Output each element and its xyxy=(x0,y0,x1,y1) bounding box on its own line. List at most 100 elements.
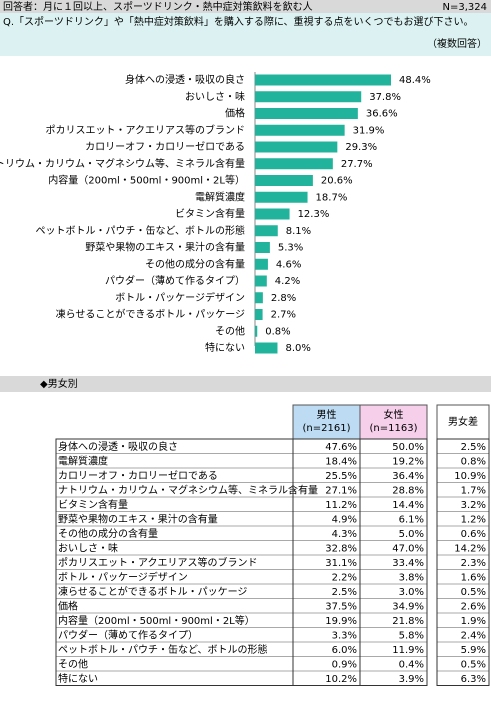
cell-value: 10.9% xyxy=(454,471,486,482)
value-label: 8.0% xyxy=(285,343,310,354)
cell-value: 1.2% xyxy=(461,514,486,525)
header-cell xyxy=(359,404,428,440)
cell-value: 33.4% xyxy=(392,558,424,569)
value-label: 2.8% xyxy=(271,293,296,304)
value-label: 18.7% xyxy=(316,192,348,203)
cell-value: 28.8% xyxy=(392,485,424,496)
cell-value: 14.2% xyxy=(454,543,486,554)
bar xyxy=(255,342,278,354)
bar xyxy=(255,108,358,119)
cell-value: 0.9% xyxy=(332,659,357,670)
header-name: 男性 xyxy=(317,408,337,421)
respondents: 回答者：月に１回以上、スポーツドリンク・熱中症対策飲料を飲む人 xyxy=(3,0,313,13)
cell-value: 1.9% xyxy=(461,616,486,627)
cell-value: 10.2% xyxy=(325,674,357,685)
category-label: ペットボトル・パウチ・缶など、ボトルの形態 xyxy=(36,224,246,237)
bar xyxy=(255,225,278,237)
category-label: ポカリスエット・アクエリアス等のブランド xyxy=(46,123,246,136)
cell-value: 47.0% xyxy=(392,543,424,554)
cell-value: 2.2% xyxy=(332,572,357,583)
header-sub: (n=2161) xyxy=(303,423,351,434)
bar xyxy=(255,175,313,186)
cell-label: 特にない xyxy=(58,673,98,685)
bar xyxy=(255,191,308,203)
value-label: 20.6% xyxy=(321,176,353,187)
cell-value: 6.0% xyxy=(332,645,357,656)
value-label: 2.7% xyxy=(271,310,296,321)
cell-value: 5.0% xyxy=(399,529,424,540)
cell-value: 2.3% xyxy=(461,558,486,569)
cell-value: 36.4% xyxy=(392,471,424,482)
cell-value: 6.1% xyxy=(399,514,424,525)
category-label: 内容量（200ml・500ml・900ml・2L等） xyxy=(48,174,245,187)
cell-value: 37.5% xyxy=(325,601,357,612)
cell-value: 27.1% xyxy=(325,485,357,496)
category-label: カロリーオフ・カロリーゼロである xyxy=(85,141,245,153)
section-title: ◆男女別 xyxy=(40,377,78,390)
cell-value: 6.3% xyxy=(461,674,486,685)
value-label: 8.1% xyxy=(286,226,311,237)
category-label: おいしさ・味 xyxy=(185,91,245,103)
category-label: パウダー（薄めて作るタイプ） xyxy=(105,274,245,287)
category-label: その他 xyxy=(215,324,245,337)
section-band xyxy=(0,376,491,392)
cell-value: 3.3% xyxy=(332,630,357,641)
value-label: 0.8% xyxy=(265,326,290,337)
bar xyxy=(255,325,258,337)
table-border xyxy=(436,438,490,686)
category-label: ボトル・パッケージデザイン xyxy=(115,291,245,304)
cell-value: 11.9% xyxy=(392,645,424,656)
value-label: 4.2% xyxy=(275,276,300,287)
cell-label: ボトル・パッケージデザイン xyxy=(58,570,188,583)
cell-value: 32.8% xyxy=(325,543,357,554)
cell-label: カロリーオフ・カロリーゼロである xyxy=(58,470,218,482)
cell-value: 50.0% xyxy=(392,442,424,453)
cell-value: 0.4% xyxy=(399,659,424,670)
cell-label: 内容量（200ml・500ml・900ml・2L等） xyxy=(58,614,255,627)
category-label: ナトリウム・カリウム・マグネシウム等、ミネラル含有量 xyxy=(0,157,245,170)
header-name: 男女差 xyxy=(448,415,478,428)
category-label: 身体への浸透・吸収の良さ xyxy=(125,73,245,86)
category-label: 電解質濃度 xyxy=(195,190,245,203)
cell-value: 0.6% xyxy=(461,529,486,540)
header-name: 女性 xyxy=(384,408,404,421)
bar xyxy=(255,124,345,136)
bar xyxy=(255,292,263,304)
cell-value: 0.5% xyxy=(461,587,486,598)
cell-value: 2.6% xyxy=(461,601,486,612)
cell-value: 14.4% xyxy=(392,500,424,511)
bar xyxy=(255,242,270,253)
note: （複数回答） xyxy=(427,37,487,50)
cell-value: 18.4% xyxy=(325,456,357,467)
cell-label: パウダー（薄めて作るタイプ） xyxy=(58,628,198,641)
value-label: 36.6% xyxy=(366,109,398,120)
cell-value: 11.2% xyxy=(325,500,357,511)
cell-value: 31.1% xyxy=(325,558,357,569)
cell-value: 4.3% xyxy=(332,529,357,540)
n-count: N=3,324 xyxy=(443,2,488,13)
value-label: 5.3% xyxy=(278,243,303,254)
value-label: 27.7% xyxy=(341,159,373,170)
cell-label: 価格 xyxy=(58,599,78,612)
value-label: 29.3% xyxy=(345,142,377,153)
cell-value: 1.6% xyxy=(461,572,486,583)
category-label: 特にない xyxy=(205,342,245,354)
cell-value: 21.8% xyxy=(392,616,424,627)
table-border xyxy=(55,438,428,686)
cell-value: 5.8% xyxy=(399,630,424,641)
header-band xyxy=(0,0,491,13)
cell-label: ビタミン含有量 xyxy=(58,498,128,511)
value-label: 48.4% xyxy=(399,75,431,86)
cell-value: 34.9% xyxy=(392,601,424,612)
bar xyxy=(255,309,263,320)
cell-value: 2.4% xyxy=(461,630,486,641)
cell-label: 凍らせることができるボトル・パッケージ xyxy=(58,585,247,598)
cell-value: 4.9% xyxy=(332,514,357,525)
cell-label: ナトリウム・カリウム・マグネシウム等、ミネラル含有量 xyxy=(58,483,318,496)
cell-value: 2.5% xyxy=(461,442,486,453)
category-label: 野菜や果物のエキス・果汁の含有量 xyxy=(85,241,245,254)
cell-value: 2.5% xyxy=(332,587,357,598)
cell-value: 0.5% xyxy=(461,659,486,670)
value-label: 37.8% xyxy=(369,92,401,103)
